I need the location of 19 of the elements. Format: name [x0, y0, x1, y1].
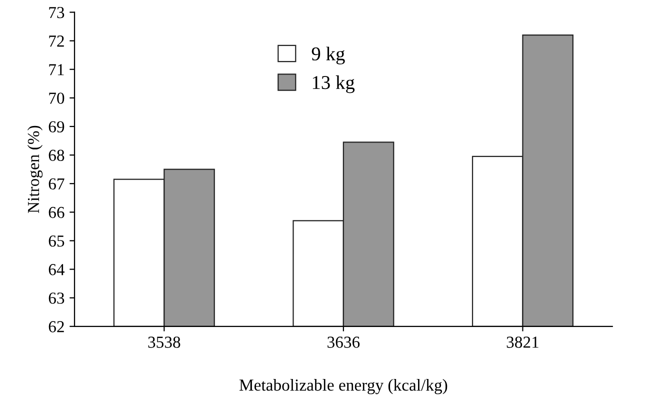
y-tick-label: 73 — [49, 6, 64, 18]
y-tick-label: 65 — [48, 235, 64, 247]
y-tick-label: 71 — [49, 64, 64, 76]
y-tick-label: 67 — [48, 178, 64, 190]
x-tick-label: 3636 — [328, 336, 360, 348]
y-tick-label: 62 — [48, 321, 64, 332]
y-tick-label: 69 — [48, 121, 64, 132]
x-tick-label: 3821 — [506, 336, 538, 348]
y-tick-label: 72 — [49, 36, 64, 47]
y-axis-title: Nitrogen (%) — [27, 126, 43, 214]
y-tick-label: 64 — [48, 264, 65, 276]
legend-label: 9 kg — [312, 46, 345, 64]
legend-label: 13 kg — [312, 75, 355, 94]
x-axis-title: Metabolizable energy (kcal/kg) — [239, 379, 448, 394]
y-tick-label: 70 — [49, 92, 64, 104]
y-tick-label: 66 — [48, 206, 64, 218]
y-tick-label: 68 — [48, 150, 64, 161]
x-tick-label: 3538 — [148, 336, 180, 348]
y-tick-label: 63 — [48, 292, 64, 304]
